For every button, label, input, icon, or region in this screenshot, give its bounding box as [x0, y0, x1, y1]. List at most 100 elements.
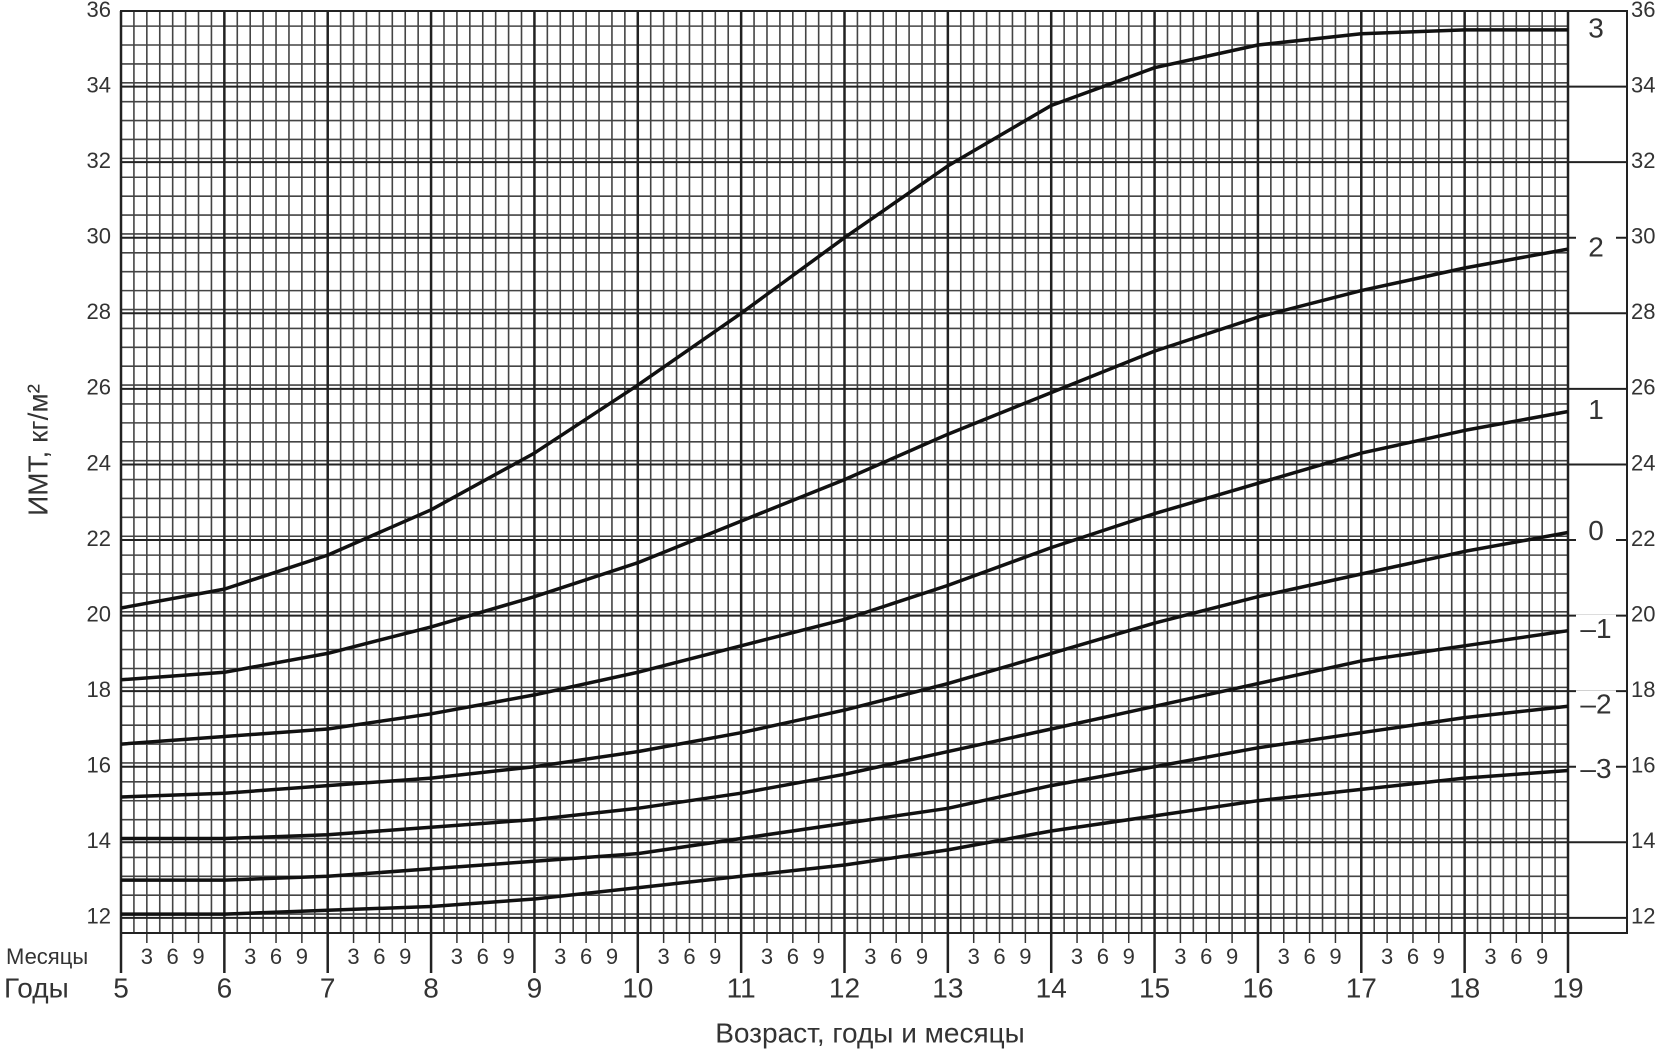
sd-line — [121, 768, 1569, 916]
minor-tick-label: 3 — [141, 944, 153, 969]
x-tick-label: 14 — [1036, 972, 1067, 1003]
minor-tick-label: 9 — [296, 944, 308, 969]
y-tick-label: 12 — [87, 904, 111, 929]
minor-tick-label: 9 — [1536, 944, 1548, 969]
x-tick-label: 19 — [1552, 972, 1583, 1003]
y2-tick-label: 12 — [1631, 904, 1655, 929]
minor-tick-label: 3 — [1484, 944, 1496, 969]
y-tick-label: 32 — [87, 148, 111, 173]
y2-tick-label: 36 — [1631, 0, 1655, 22]
x-tick-label: 16 — [1242, 972, 1273, 1003]
minor-tick-label: 6 — [1303, 944, 1315, 969]
y-tick-label: 24 — [87, 450, 111, 475]
sd-line — [120, 247, 1569, 682]
minor-tick-label: 6 — [1407, 944, 1419, 969]
y2-tick-label: 14 — [1631, 828, 1655, 853]
label-bg — [1576, 754, 1616, 787]
minor-tick-label: 9 — [1123, 944, 1135, 969]
sd-line — [120, 28, 1568, 610]
y2-tick-label: 18 — [1631, 677, 1655, 702]
minor-tick-label: 3 — [864, 944, 876, 969]
y2-tick-label: 26 — [1631, 375, 1655, 400]
minor-tick-label: 3 — [1381, 944, 1393, 969]
label-bg — [1576, 516, 1616, 549]
minor-tick-label: 6 — [993, 944, 1005, 969]
x-axis-title: Возраст, годы и месяцы — [715, 1017, 1025, 1048]
months-label: Месяцы — [6, 944, 88, 969]
minor-tick-label: 9 — [916, 944, 928, 969]
minor-tick-label: 6 — [890, 944, 902, 969]
y-tick-label: 20 — [87, 601, 111, 626]
minor-tick-label: 3 — [347, 944, 359, 969]
y-tick-label: 36 — [87, 0, 111, 22]
minor-tick-label: 6 — [167, 944, 179, 969]
minor-tick-label: 6 — [683, 944, 695, 969]
minor-tick-label: 6 — [580, 944, 592, 969]
minor-tick-label: 3 — [968, 944, 980, 969]
series-label: 1 — [1588, 394, 1604, 425]
y-tick-label: 14 — [87, 828, 111, 853]
label-bg — [1576, 395, 1616, 428]
x-tick-label: 7 — [320, 972, 336, 1003]
minor-tick-label: 6 — [1510, 944, 1522, 969]
minor-tick-label: 6 — [373, 944, 385, 969]
label-bg — [1576, 13, 1616, 46]
minor-tick-label: 9 — [813, 944, 825, 969]
sd-line — [120, 530, 1569, 799]
label-bg — [1576, 614, 1616, 647]
x-tick-label: 10 — [622, 972, 653, 1003]
series-label: 3 — [1588, 12, 1604, 43]
minor-tick-label: 6 — [270, 944, 282, 969]
y-tick-label: 30 — [87, 224, 111, 249]
label-bg — [1576, 233, 1616, 266]
minor-tick-label: 3 — [761, 944, 773, 969]
y-tick-label: 16 — [87, 753, 111, 778]
minor-tick-label: 9 — [1329, 944, 1341, 969]
series-label: 0 — [1588, 515, 1604, 546]
x-tick-label: 5 — [113, 972, 129, 1003]
minor-tick-label: 6 — [477, 944, 489, 969]
minor-tick-label: 3 — [1278, 944, 1290, 969]
y-tick-label: 18 — [87, 677, 111, 702]
series-label: –3 — [1580, 753, 1611, 784]
minor-tick-label: 3 — [658, 944, 670, 969]
y-tick-label: 26 — [87, 375, 111, 400]
minor-tick-label: 9 — [502, 944, 514, 969]
x-tick-label: 9 — [527, 972, 543, 1003]
y-tick-label: 22 — [87, 526, 111, 551]
minor-tick-label: 3 — [451, 944, 463, 969]
minor-tick-label: 9 — [1433, 944, 1445, 969]
minor-tick-label: 3 — [1174, 944, 1186, 969]
y2-tick-label: 32 — [1631, 148, 1655, 173]
y2-tick-label: 20 — [1631, 601, 1655, 626]
y2-tick-label: 22 — [1631, 526, 1655, 551]
y-axis-title: ИМТ, кг/м² — [22, 384, 53, 516]
y-tick-label: 28 — [87, 299, 111, 324]
minor-tick-label: 9 — [606, 944, 618, 969]
x-tick-label: 13 — [932, 972, 963, 1003]
minor-tick-label: 9 — [1019, 944, 1031, 969]
y2-tick-label: 16 — [1631, 753, 1655, 778]
years-label: Годы — [4, 972, 69, 1003]
minor-tick-label: 3 — [554, 944, 566, 969]
minor-tick-label: 9 — [709, 944, 721, 969]
minor-tick-label: 6 — [1097, 944, 1109, 969]
x-tick-label: 17 — [1346, 972, 1377, 1003]
minor-tick-label: 9 — [1226, 944, 1238, 969]
x-tick-label: 11 — [727, 972, 756, 1003]
sd-line — [120, 409, 1569, 746]
y2-tick-label: 30 — [1631, 224, 1655, 249]
y2-tick-label: 34 — [1631, 72, 1655, 97]
x-tick-label: 12 — [829, 972, 860, 1003]
sd-line — [121, 704, 1569, 882]
x-tick-label: 8 — [423, 972, 439, 1003]
plot-frame — [120, 10, 1628, 934]
minor-tick-label: 9 — [399, 944, 411, 969]
series-label: 2 — [1588, 231, 1604, 262]
y-tick-label: 34 — [87, 72, 111, 97]
series-label: –1 — [1580, 613, 1611, 644]
label-bg — [1576, 690, 1616, 723]
series-label: –2 — [1580, 689, 1611, 720]
minor-tick-label: 6 — [1200, 944, 1212, 969]
